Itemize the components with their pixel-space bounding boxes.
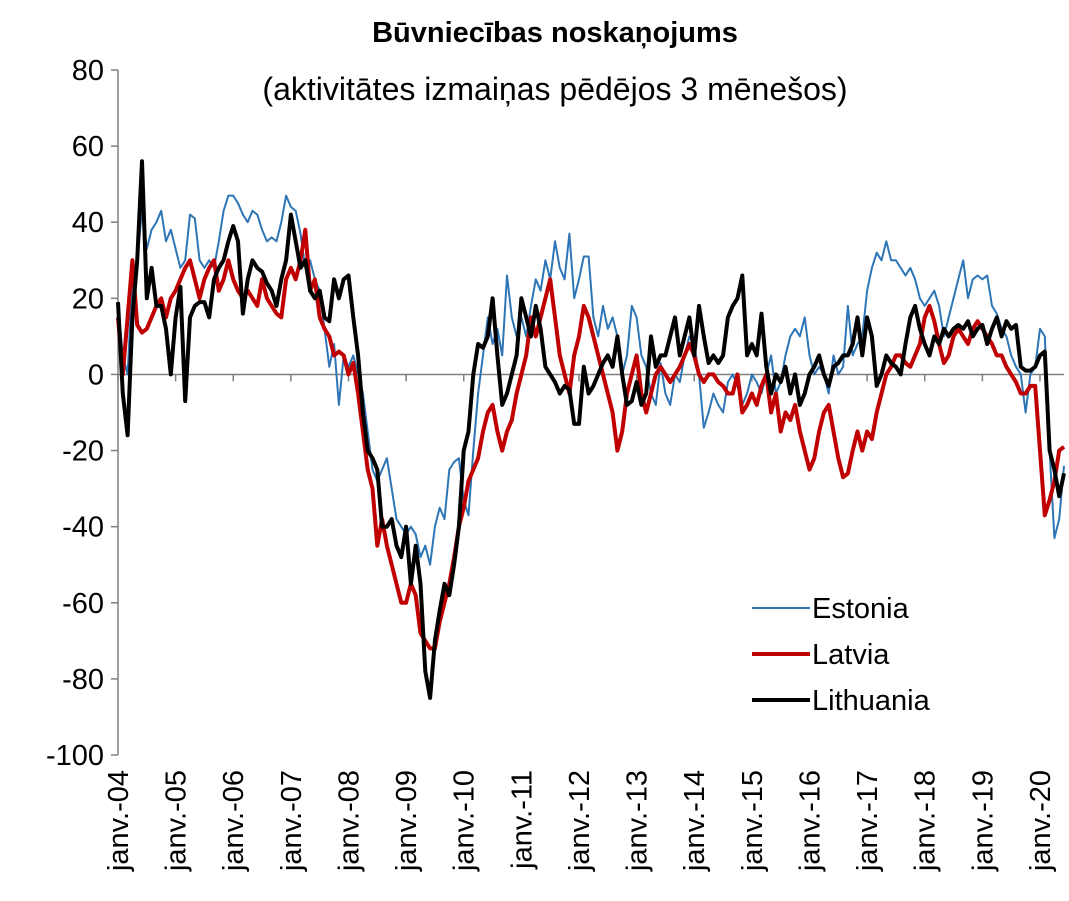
legend-label: Lithuania — [812, 685, 931, 717]
x-tick-label: janv.-20 — [1025, 770, 1057, 872]
y-tick-label: 80 — [72, 55, 104, 87]
y-tick-label: 0 — [88, 359, 104, 391]
y-tick-label: 20 — [72, 283, 104, 315]
x-tick-label: janv.-12 — [564, 770, 596, 872]
line-series — [117, 194, 1065, 566]
x-tick-label: janv.-19 — [967, 770, 999, 872]
y-tick-label: 40 — [72, 207, 104, 239]
y-tick-label: -60 — [62, 588, 104, 620]
y-tick-label: -40 — [62, 512, 104, 544]
x-tick-label: janv.-13 — [622, 770, 654, 872]
x-tick-label: janv.-04 — [103, 770, 135, 872]
chart-title: Būvniecības noskaņojums — [372, 17, 738, 49]
x-tick-label: janv.-06 — [218, 770, 250, 872]
x-tick-label: janv.-10 — [449, 770, 481, 872]
y-tick-label: -20 — [62, 436, 104, 468]
y-tick-label: 60 — [72, 131, 104, 163]
x-tick-label: janv.-14 — [679, 770, 711, 872]
x-tick-label: janv.-18 — [910, 770, 942, 872]
x-tick-label: janv.-09 — [391, 770, 423, 872]
x-tick-label: janv.-16 — [794, 770, 826, 872]
legend-label: Estonia — [812, 593, 910, 625]
y-tick-label: -80 — [62, 664, 104, 696]
x-tick-label: janv.-17 — [852, 770, 884, 872]
x-tick-label: janv.-05 — [161, 770, 193, 872]
y-tick-label: -100 — [46, 740, 104, 772]
legend-label: Latvia — [812, 639, 890, 671]
x-tick-label: janv.-11 — [506, 770, 538, 870]
x-tick-label: janv.-08 — [333, 770, 365, 872]
line-series — [116, 159, 1066, 700]
x-tick-label: janv.-15 — [737, 770, 769, 872]
chart-subtitle: (aktivitātes izmaiņas pēdējos 3 mēnešos) — [262, 71, 847, 107]
x-tick-label: janv.-07 — [276, 770, 308, 872]
line-series — [116, 227, 1066, 651]
